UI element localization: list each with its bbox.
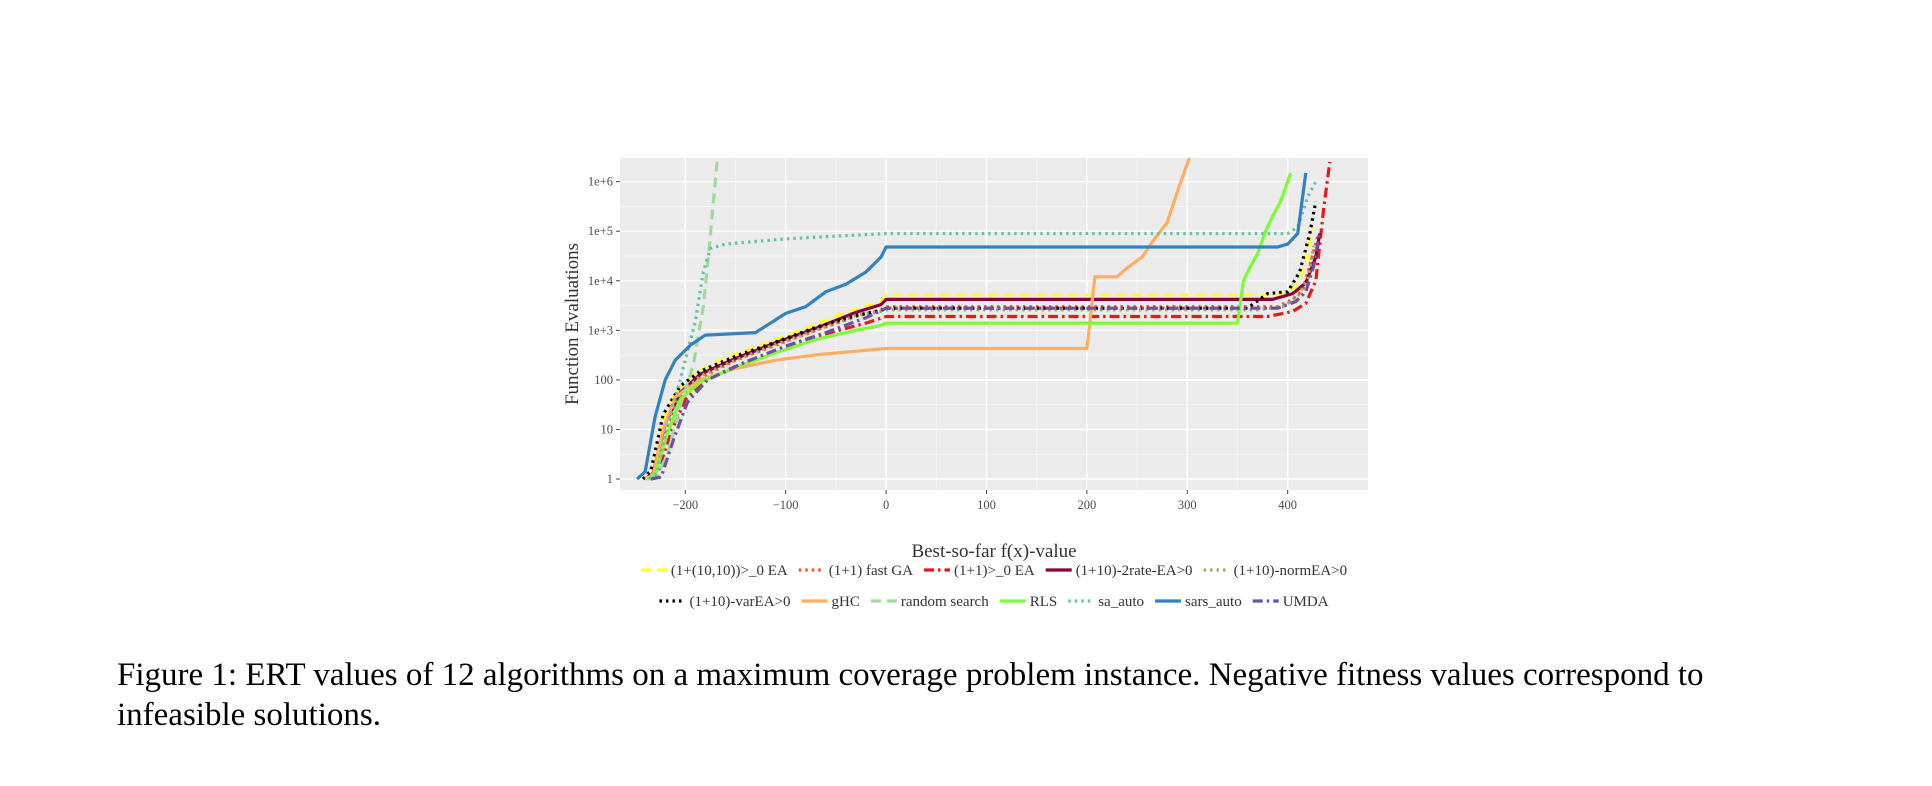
- x-axis-label: Best-so-far f(x)-value: [911, 541, 1076, 562]
- legend-label: (1+10)-varEA>0: [689, 594, 790, 610]
- y-tick-label: 1e+4: [588, 274, 614, 288]
- series-line: [648, 157, 719, 481]
- series-line: [646, 172, 1293, 481]
- x-tick-label: 400: [1278, 498, 1297, 512]
- x-tick-label: 200: [1077, 498, 1096, 512]
- legend-label: (1+1)>_0 EA: [954, 563, 1035, 579]
- legend-label: gHC: [832, 594, 860, 610]
- legend-label: (1+(10,10))>_0 EA: [671, 563, 788, 579]
- series-line: [636, 172, 1308, 481]
- y-axis: 1 10 100 1e+3 1e+4 1e+5 1e+6: [588, 175, 620, 486]
- figure-caption: Figure 1: ERT values of 12 algorithms on…: [117, 657, 1704, 733]
- series-line: [648, 180, 1318, 481]
- y-tick-label: 1e+3: [588, 323, 613, 337]
- series-line: [644, 245, 1316, 481]
- x-tick-label: −200: [672, 498, 698, 512]
- legend-label: random search: [901, 594, 989, 610]
- legend-label: sa_auto: [1098, 594, 1144, 610]
- x-tick-label: 300: [1178, 498, 1197, 512]
- legend-label: (1+10)-normEA>0: [1234, 563, 1348, 579]
- legend-label: sars_auto: [1185, 594, 1242, 610]
- legend-label: UMDA: [1283, 594, 1329, 610]
- x-tick-label: 0: [883, 498, 889, 512]
- y-tick-label: 1: [607, 472, 613, 486]
- x-tick-label: −100: [773, 498, 799, 512]
- y-tick-label: 100: [594, 373, 613, 387]
- legend: (1+(10,10))>_0 EA (1+1) fast GA (1+1)>_0 E…: [640, 563, 1348, 610]
- legend-label: (1+1) fast GA: [829, 563, 913, 579]
- series-line: [650, 230, 1322, 481]
- series-line: [644, 227, 1315, 481]
- legend-label: RLS: [1030, 594, 1058, 610]
- y-tick-label: 10: [601, 422, 614, 436]
- y-tick-label: 1e+6: [588, 175, 613, 189]
- series-line: [644, 157, 1191, 481]
- x-tick-label: 100: [977, 498, 996, 512]
- y-tick-label: 1e+5: [588, 224, 613, 238]
- x-axis: −200 −100 0 100 200 300 400: [672, 490, 1297, 512]
- y-axis-label: Function Evaluations: [562, 243, 583, 405]
- legend-label: (1+10)-2rate-EA>0: [1076, 563, 1193, 579]
- series-layer: [636, 157, 1332, 481]
